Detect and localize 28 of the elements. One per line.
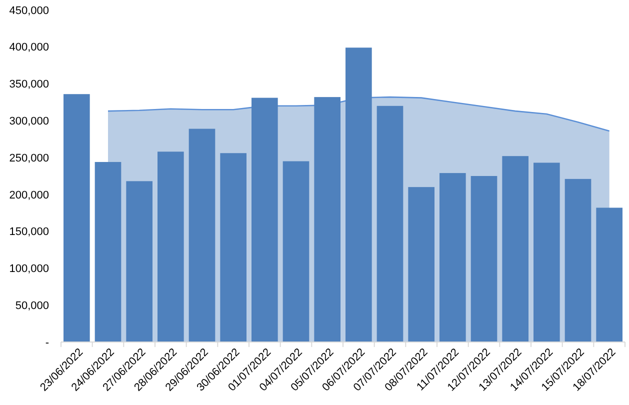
y-tick-label: 150,000 <box>9 226 49 238</box>
bar <box>94 162 122 342</box>
y-tick-label: 350,000 <box>9 78 49 91</box>
bar <box>158 152 184 342</box>
bar <box>282 161 310 342</box>
bar <box>346 48 372 342</box>
y-tick-label: 100,000 <box>9 263 49 276</box>
bar <box>408 187 434 342</box>
y-tick-label: 50,000 <box>15 300 49 312</box>
bar <box>564 178 592 342</box>
bar <box>470 176 498 342</box>
y-tick-label: 400,000 <box>9 42 49 54</box>
bar <box>188 128 216 342</box>
y-tick-label: - <box>45 336 50 349</box>
bar <box>534 162 560 342</box>
y-tick-label: 200,000 <box>9 189 49 202</box>
y-tick-label: 250,000 <box>9 152 49 164</box>
bar <box>64 94 90 342</box>
bar <box>376 106 404 342</box>
y-tick-label: 450,000 <box>9 4 49 17</box>
bar <box>314 97 340 342</box>
bar <box>440 173 466 342</box>
bar <box>252 98 278 342</box>
bar <box>502 156 528 342</box>
bar <box>220 153 246 342</box>
y-tick-label: 300,000 <box>9 116 49 128</box>
bar <box>126 181 152 342</box>
bar <box>596 208 622 342</box>
